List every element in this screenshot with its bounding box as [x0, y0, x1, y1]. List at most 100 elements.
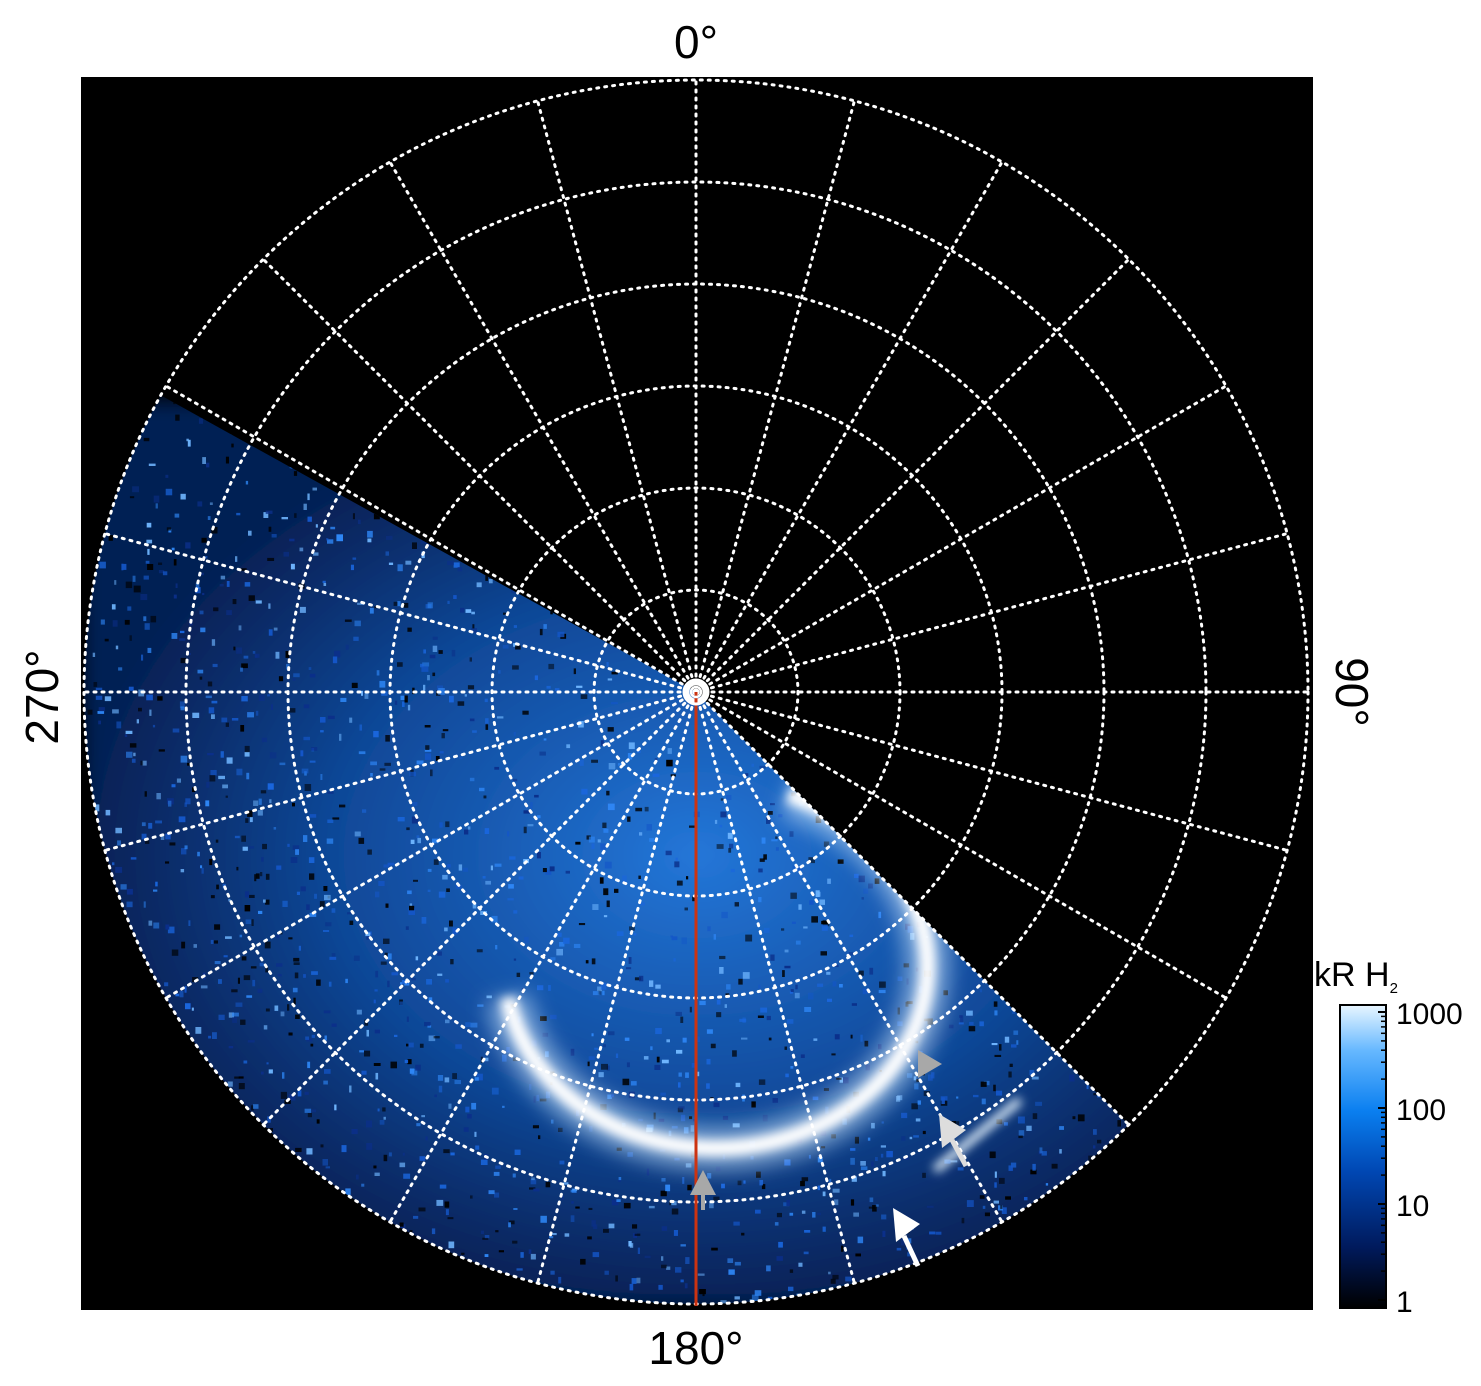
- noise-speck: [218, 1014, 225, 1020]
- noise-speck: [869, 1197, 874, 1203]
- noise-speck: [982, 1205, 986, 1209]
- noise-speck: [604, 1270, 609, 1275]
- noise-speck: [607, 678, 613, 681]
- noise-speck: [862, 988, 868, 995]
- noise-speck: [261, 857, 264, 862]
- noise-speck: [474, 1077, 479, 1081]
- noise-speck: [542, 1032, 549, 1037]
- noise-speck: [165, 924, 170, 930]
- noise-speck: [948, 1024, 954, 1029]
- noise-speck: [691, 1063, 696, 1068]
- noise-speck: [533, 1188, 540, 1192]
- noise-speck: [1016, 1040, 1019, 1045]
- noise-speck: [95, 687, 103, 690]
- noise-speck: [789, 1269, 794, 1273]
- noise-speck: [792, 865, 796, 869]
- noise-speck: [512, 778, 518, 782]
- noise-speck: [566, 744, 571, 749]
- noise-speck: [297, 1090, 302, 1097]
- noise-speck: [427, 675, 430, 681]
- noise-speck: [269, 799, 272, 804]
- noise-speck: [467, 826, 471, 830]
- noise-speck: [480, 1230, 484, 1235]
- noise-speck: [253, 1104, 259, 1109]
- noise-speck: [426, 979, 432, 985]
- noise-speck: [488, 1190, 495, 1195]
- noise-speck: [973, 1094, 979, 1098]
- noise-speck: [915, 1118, 921, 1122]
- noise-speck: [1000, 1205, 1003, 1209]
- noise-speck: [860, 1161, 866, 1166]
- noise-speck: [966, 1010, 973, 1016]
- noise-speck: [433, 1036, 440, 1039]
- noise-speck: [692, 896, 697, 902]
- noise-speck: [654, 758, 658, 761]
- noise-speck: [720, 811, 727, 818]
- noise-speck: [523, 826, 527, 834]
- noise-speck: [311, 1109, 317, 1113]
- noise-speck: [615, 1053, 619, 1058]
- noise-speck: [744, 773, 749, 777]
- noise-speck: [459, 756, 463, 760]
- noise-speck: [356, 1009, 362, 1015]
- noise-speck: [719, 955, 726, 960]
- noise-speck: [176, 778, 181, 783]
- noise-speck: [147, 548, 150, 555]
- noise-speck: [265, 873, 270, 880]
- noise-speck: [180, 657, 186, 664]
- angle-label-left: 270°: [16, 649, 68, 744]
- noise-speck: [268, 526, 272, 532]
- noise-speck: [743, 1180, 746, 1184]
- noise-speck: [980, 1081, 987, 1087]
- noise-speck: [464, 694, 467, 697]
- noise-speck: [789, 1212, 794, 1216]
- noise-speck: [262, 843, 267, 850]
- noise-speck: [758, 897, 762, 903]
- noise-speck: [502, 644, 509, 649]
- noise-speck: [460, 607, 465, 613]
- noise-speck: [399, 1162, 406, 1168]
- noise-speck: [795, 940, 801, 945]
- noise-speck: [875, 1204, 879, 1207]
- noise-speck: [897, 976, 903, 981]
- noise-speck: [868, 1206, 875, 1209]
- noise-speck: [817, 1185, 820, 1191]
- noise-speck: [559, 1160, 565, 1165]
- noise-speck: [336, 534, 343, 542]
- noise-speck: [789, 831, 794, 837]
- noise-speck: [539, 628, 543, 636]
- noise-speck: [828, 1271, 831, 1275]
- noise-speck: [812, 1212, 816, 1218]
- noise-speck: [332, 817, 340, 820]
- noise-speck: [470, 1022, 478, 1028]
- noise-speck: [387, 980, 390, 988]
- noise-speck: [305, 1036, 309, 1040]
- noise-speck: [241, 835, 246, 842]
- noise-speck: [670, 774, 676, 777]
- noise-speck: [253, 800, 259, 806]
- noise-speck: [266, 1062, 269, 1065]
- noise-speck: [513, 1208, 518, 1210]
- noise-speck: [127, 606, 132, 611]
- noise-speck: [207, 681, 213, 687]
- noise-speck: [803, 926, 808, 929]
- noise-speck: [379, 768, 386, 771]
- noise-speck: [832, 981, 837, 987]
- noise-speck: [238, 1083, 245, 1090]
- noise-speck: [185, 542, 191, 549]
- noise-speck: [658, 1284, 663, 1290]
- noise-speck: [597, 839, 601, 843]
- grid-meridian: [261, 257, 698, 694]
- noise-speck: [550, 1014, 557, 1020]
- noise-speck: [347, 912, 353, 915]
- noise-speck: [1117, 1120, 1121, 1127]
- noise-speck: [913, 1135, 919, 1138]
- noise-speck: [94, 804, 100, 812]
- noise-speck: [643, 1056, 649, 1060]
- noise-speck: [445, 1209, 449, 1216]
- noise-speck: [914, 1083, 919, 1090]
- noise-speck: [211, 714, 215, 719]
- noise-speck: [734, 1261, 741, 1266]
- noise-speck: [464, 829, 469, 835]
- noise-speck: [208, 1035, 212, 1039]
